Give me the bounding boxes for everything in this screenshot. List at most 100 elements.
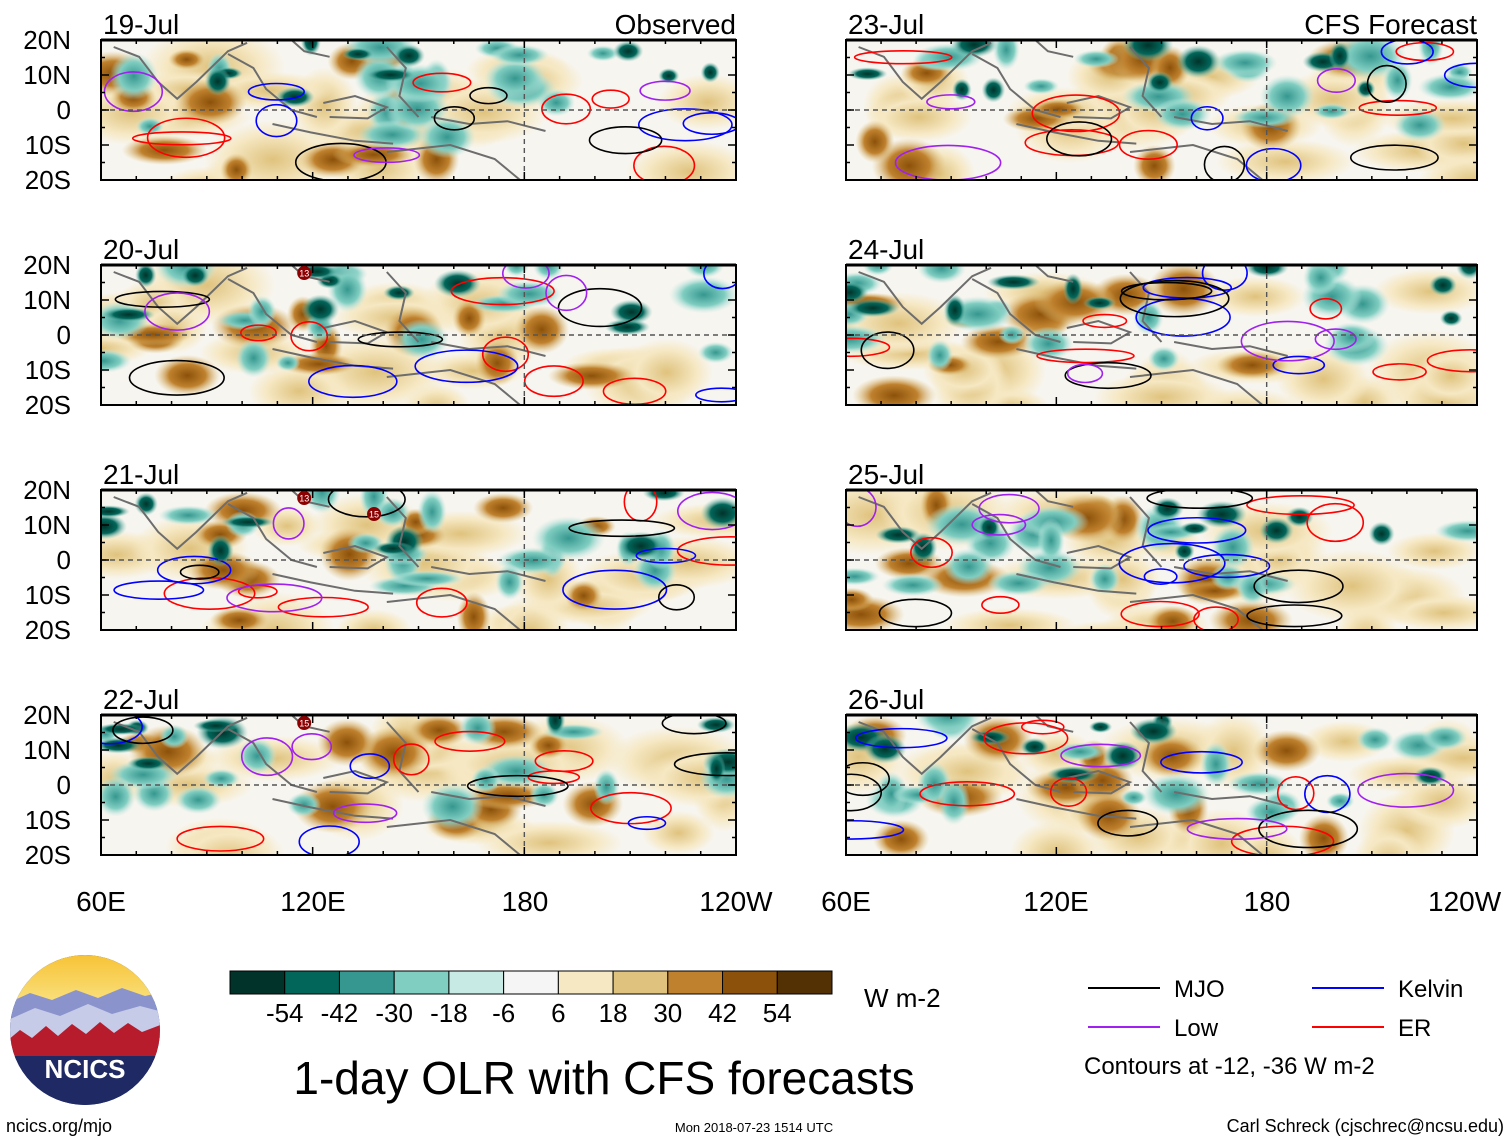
olr-blob-negative <box>158 724 190 749</box>
contour-er <box>591 89 630 109</box>
chart-title: 1-day OLR with CFS forecasts <box>293 1052 914 1104</box>
contour-mjo <box>112 716 174 745</box>
coastline <box>1016 798 1137 820</box>
storm-marker <box>297 266 312 280</box>
olr-blob-strong-negative <box>433 269 482 298</box>
logo-text: NCICS <box>45 1054 126 1084</box>
coastline <box>431 791 546 807</box>
contour-kelvin <box>255 103 298 138</box>
coastline <box>431 116 546 132</box>
contour-mjo <box>1203 145 1246 180</box>
olr-blob-positive <box>1284 549 1420 623</box>
lat-label-10N: 10N <box>23 60 71 90</box>
olr-blob-negative <box>1232 107 1297 128</box>
coastline <box>113 41 248 101</box>
olr-blob-strong-positive <box>279 352 358 376</box>
contour-low <box>272 507 305 540</box>
contour-er <box>1118 129 1178 160</box>
olr-blob-strong-negative <box>365 67 416 83</box>
olr-blob-negative <box>881 573 945 597</box>
storm-marker-label: 13 <box>299 269 309 279</box>
olr-blob-negative <box>1212 49 1278 77</box>
coastline <box>1129 818 1264 855</box>
olr-blob-negative <box>1147 346 1180 372</box>
contour-low <box>1066 363 1104 384</box>
coastline <box>386 496 420 568</box>
contour-mjo <box>860 331 915 370</box>
olr-blob-strong-negative <box>1088 720 1113 733</box>
legend-label-kelvin: Kelvin <box>1398 976 1463 1003</box>
footer-center: Mon 2018-07-23 1514 UTC <box>675 1120 833 1135</box>
contour-kelvin <box>349 753 391 780</box>
olr-blob-strong-negative <box>1179 521 1210 535</box>
contour-kelvin <box>1147 516 1247 544</box>
coastline <box>113 716 248 776</box>
olr-blob-positive <box>1231 824 1305 855</box>
contour-er <box>1020 719 1065 735</box>
olr-blob-strong-negative <box>1063 273 1084 305</box>
contour-mjo <box>128 359 225 396</box>
coastline <box>323 544 390 570</box>
contour-er <box>1426 348 1477 373</box>
olr-blob-negative <box>158 505 219 526</box>
contour-kelvin <box>1245 147 1302 180</box>
olr-blob-negative <box>874 771 908 816</box>
coastline <box>858 266 992 326</box>
olr-blob-strong-positive <box>855 120 895 164</box>
olr-blob-positive <box>625 140 736 180</box>
olr-blob-negative <box>504 265 530 277</box>
contour-kelvin <box>298 825 360 855</box>
olr-blob-negative <box>1153 97 1212 131</box>
olr-blob-negative <box>1393 108 1447 142</box>
olr-blob-positive <box>641 811 715 855</box>
contour-low <box>639 80 691 101</box>
coastline <box>1173 566 1288 582</box>
coastline <box>1173 791 1288 807</box>
contour-low <box>103 71 164 113</box>
colorbar-swatch <box>448 970 505 995</box>
coastline <box>971 728 1061 793</box>
panels-layer: 19-Jul Observed 20N 10N 0 10S 20S 20-Jul 20N 10N 0… <box>23 9 1501 917</box>
coastline <box>858 491 992 551</box>
contour-er <box>392 743 430 776</box>
contour-er <box>1120 600 1200 628</box>
coastline <box>1129 721 1163 793</box>
contour-er <box>633 145 696 180</box>
coastline <box>272 798 394 820</box>
lat-label-10N: 10N <box>23 735 71 765</box>
contour-low <box>1060 743 1142 768</box>
olr-blob-strong-negative <box>101 513 128 540</box>
olr-blob-negative <box>1089 563 1121 595</box>
coastline <box>1129 368 1264 405</box>
colorbar-tick-label: -54 <box>266 998 304 1028</box>
coastline <box>386 46 420 118</box>
contour-mjo <box>1253 569 1344 604</box>
olr-field <box>101 265 736 405</box>
lat-label-0: 0 <box>57 320 71 350</box>
olr-blob-strong-negative <box>700 497 736 530</box>
olr-blob-strong-positive <box>852 375 937 405</box>
panel-date-label: 19-Jul <box>103 9 179 40</box>
lat-label-10N: 10N <box>23 510 71 540</box>
coastline <box>971 53 1061 118</box>
contour-er <box>981 595 1020 614</box>
olr-blob-strong-positive <box>1030 98 1086 120</box>
contour-er <box>277 596 369 618</box>
lon-label-left-180: 180 <box>502 886 549 917</box>
coastline <box>272 573 394 595</box>
contour-kelvin <box>682 112 736 136</box>
olr-blob-negative <box>1259 74 1315 119</box>
olr-blob-positive <box>943 608 1076 630</box>
panel-23-Jul: 23-Jul CFS Forecast <box>845 9 1478 181</box>
contour-mjo <box>469 86 508 105</box>
olr-field <box>846 265 1477 405</box>
contour-kelvin <box>1160 750 1243 774</box>
coastline <box>386 368 521 405</box>
olr-blob-negative <box>593 768 620 806</box>
olr-blob-strong-negative <box>127 756 170 771</box>
coastline <box>323 94 390 120</box>
contour-kelvin <box>1201 265 1248 291</box>
contour-low <box>1240 320 1335 362</box>
olr-blob-strong-positive <box>1133 144 1176 180</box>
contour-er <box>1049 777 1088 808</box>
